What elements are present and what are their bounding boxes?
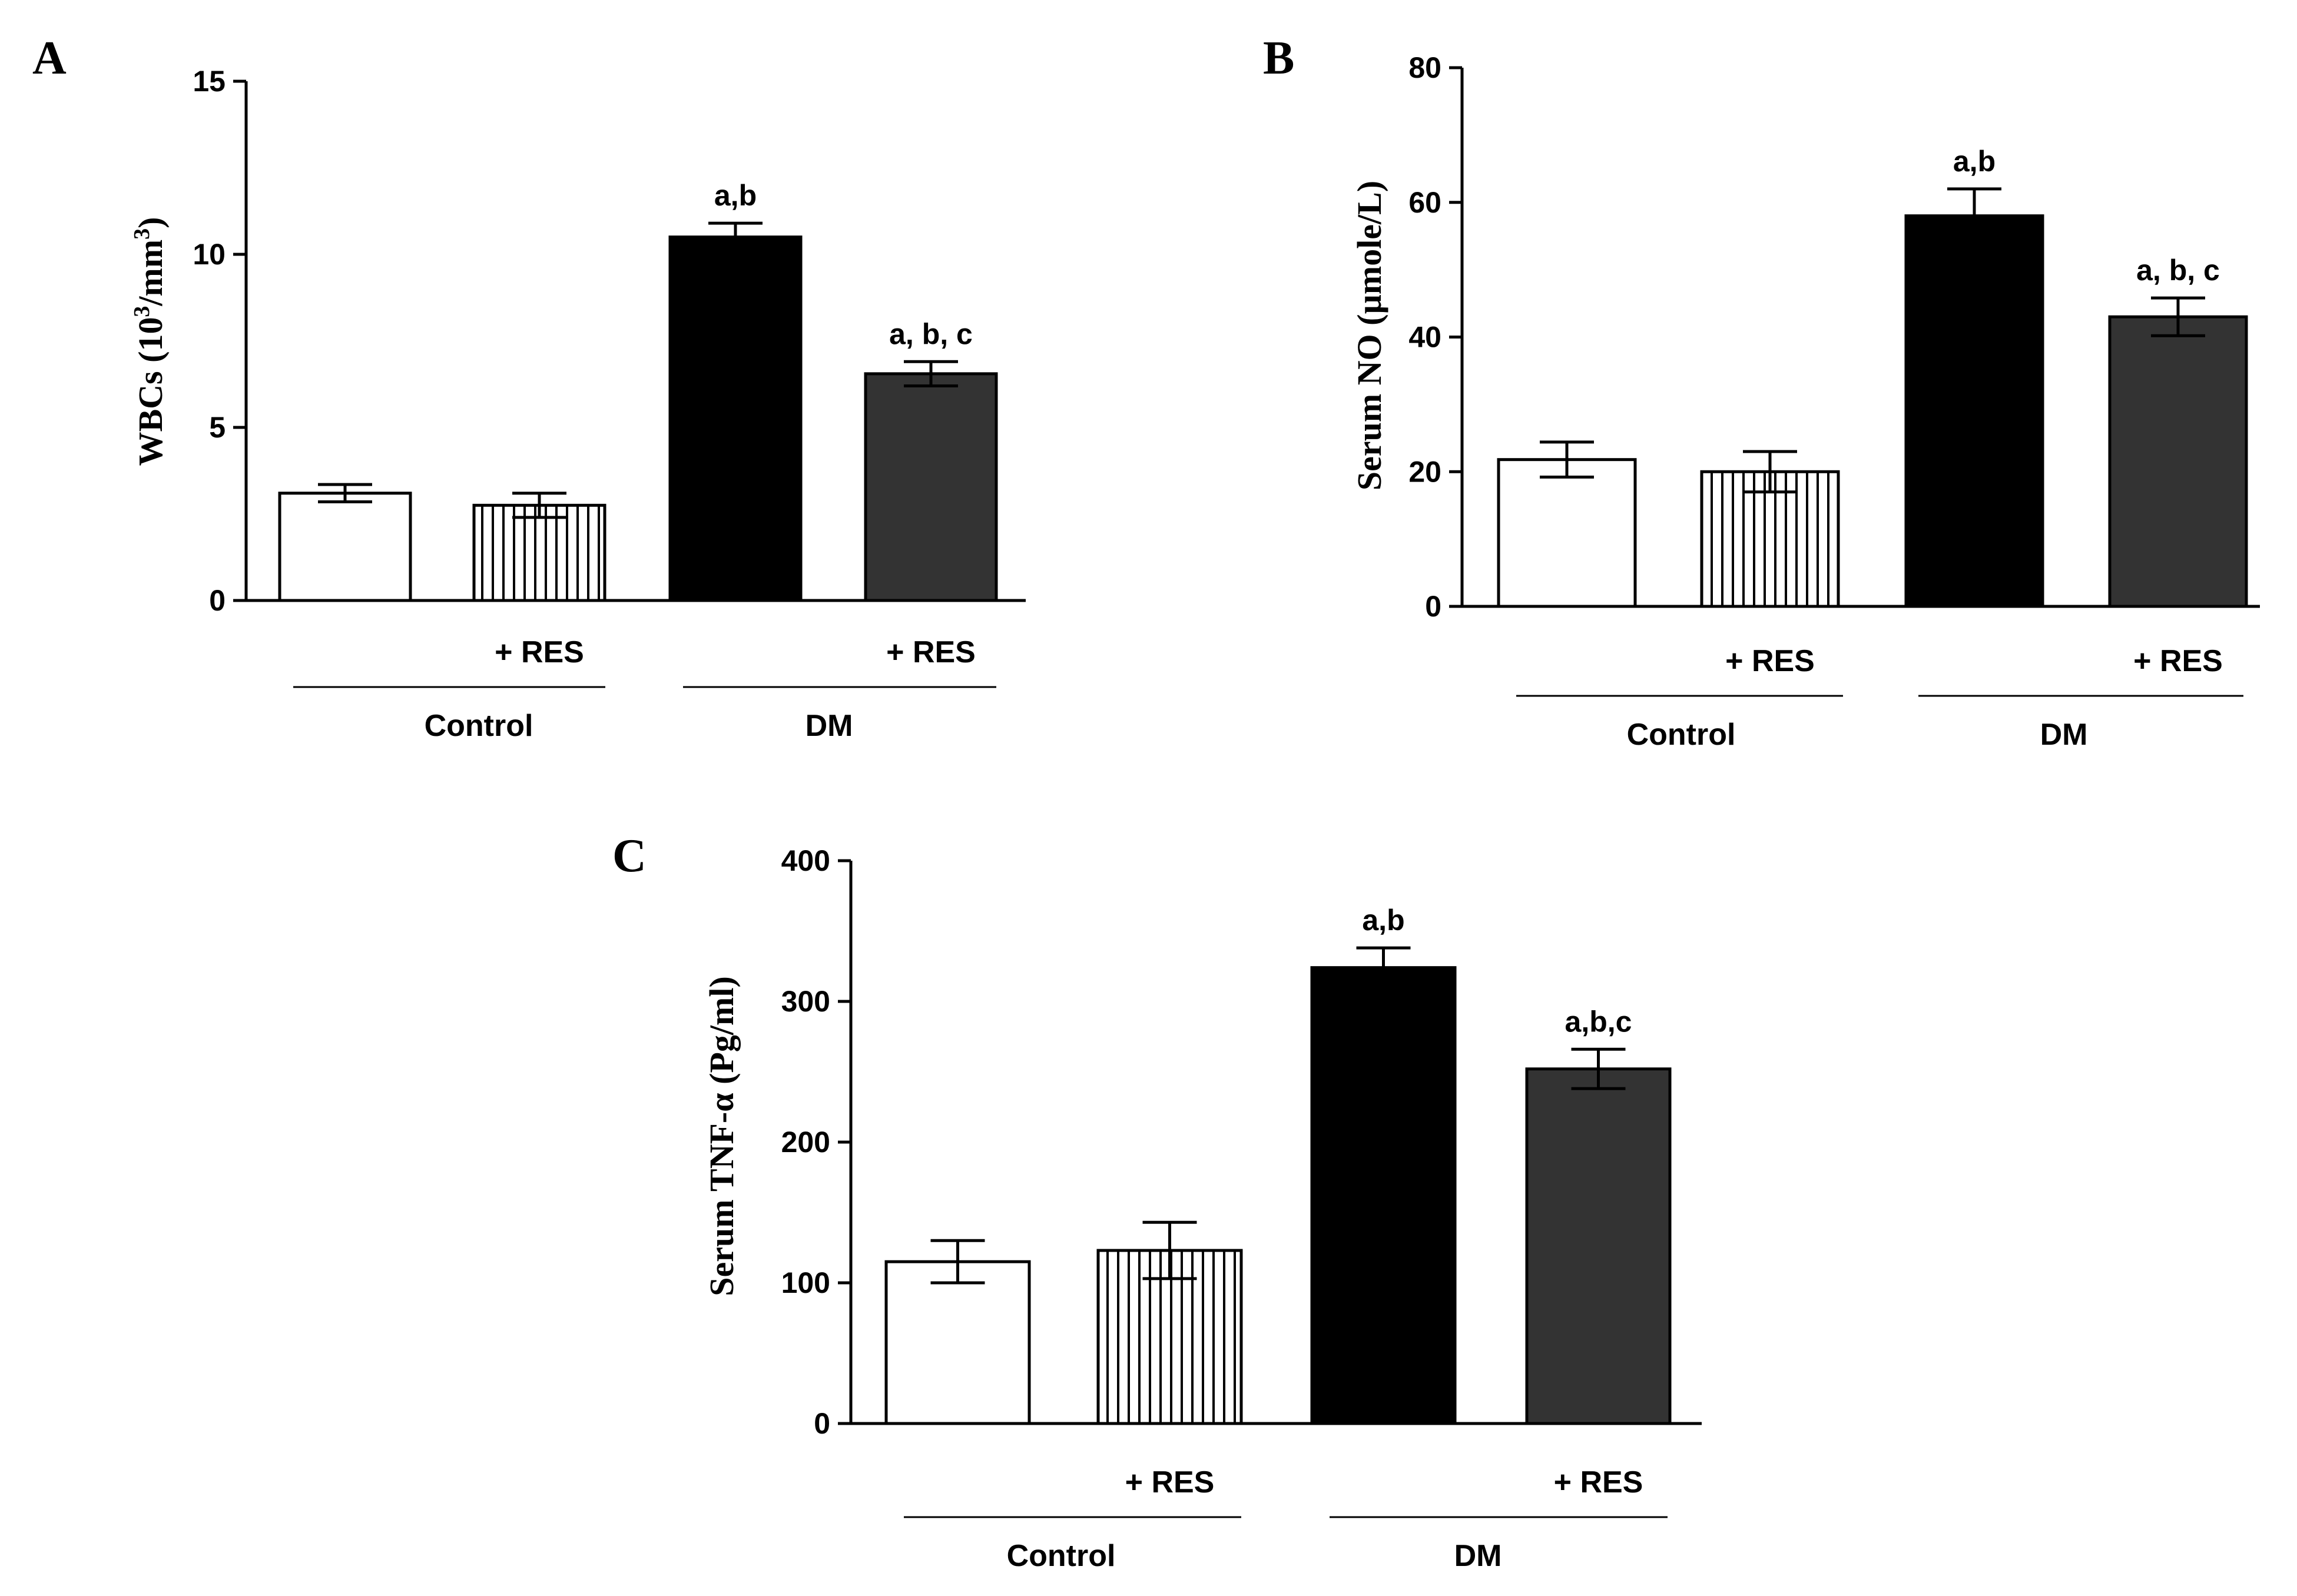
y-axis-label: Serum NO (µmole/L) xyxy=(1350,181,1388,490)
panel-letter: C xyxy=(612,830,647,882)
category-label: + RES xyxy=(1725,644,1815,678)
bar xyxy=(2108,315,2248,608)
bar xyxy=(884,1260,1031,1425)
y-tick-label: 20 xyxy=(1408,455,1441,488)
y-axis-label: WBCs (103/mm3) xyxy=(130,217,170,466)
panel-letter: A xyxy=(32,32,67,84)
bar xyxy=(668,235,803,602)
bar xyxy=(864,372,998,602)
group-label: Control xyxy=(425,709,533,743)
panel-b: B 0 20 40 60 80 Serum NO (µmole/L) + RES a,b a, b… xyxy=(1263,32,2260,752)
y-axis-label-superscript: 3 xyxy=(130,228,154,240)
y-tick-label: 100 xyxy=(781,1266,830,1299)
group-label: DM xyxy=(2040,718,2088,752)
category-label: + RES xyxy=(1125,1465,1215,1499)
significance-label: a,b xyxy=(1362,904,1404,937)
y-tick-label: 400 xyxy=(781,844,830,877)
y-tick-label: 0 xyxy=(209,584,226,617)
y-tick-label: 10 xyxy=(193,238,226,271)
bar xyxy=(472,503,606,602)
group-label: Control xyxy=(1007,1539,1116,1573)
significance-label: a,b xyxy=(1953,145,1996,178)
y-axis-label-part: ) xyxy=(131,217,170,228)
group-label: Control xyxy=(1627,718,1736,752)
bar xyxy=(1525,1067,1672,1425)
y-tick-label: 40 xyxy=(1408,321,1441,354)
y-tick-label: 300 xyxy=(781,985,830,1018)
y-tick-label: 5 xyxy=(209,411,226,444)
panel-c: C 0 100 200 300 400 Serum TNF-α (Pg/ml) + RES a,… xyxy=(612,830,1702,1573)
y-tick-label: 80 xyxy=(1408,51,1441,84)
significance-label: a, b, c xyxy=(889,317,973,350)
y-tick-label: 15 xyxy=(193,65,226,98)
category-label: + RES xyxy=(2133,644,2223,678)
bar xyxy=(278,492,412,602)
y-axis-label-part: WBCs (10 xyxy=(131,317,170,466)
category-label: + RES xyxy=(886,635,976,669)
significance-label: a, b, c xyxy=(2136,254,2220,287)
y-tick-label: 0 xyxy=(1425,590,1441,623)
bar xyxy=(1700,470,1840,608)
significance-label: a,b,c xyxy=(1565,1005,1632,1038)
y-tick-label: 0 xyxy=(814,1407,830,1440)
group-label: DM xyxy=(806,709,853,743)
y-axis-label-superscript: 3 xyxy=(130,306,154,317)
bar xyxy=(1497,458,1637,608)
bar xyxy=(1310,966,1457,1425)
category-label: + RES xyxy=(1554,1465,1643,1499)
y-tick-label: 200 xyxy=(781,1126,830,1159)
significance-label: a,b xyxy=(714,179,757,212)
y-axis-label: Serum TNF-α (Pg/ml) xyxy=(702,976,741,1296)
group-label: DM xyxy=(1454,1539,1502,1573)
y-axis-label-part: /mm xyxy=(131,240,170,307)
bar xyxy=(1904,214,2044,608)
panel-letter: B xyxy=(1263,32,1294,84)
y-tick-label: 60 xyxy=(1408,186,1441,219)
category-label: + RES xyxy=(495,635,584,669)
